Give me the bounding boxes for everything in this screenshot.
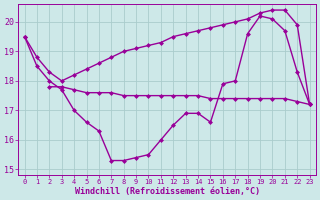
- X-axis label: Windchill (Refroidissement éolien,°C): Windchill (Refroidissement éolien,°C): [75, 187, 260, 196]
